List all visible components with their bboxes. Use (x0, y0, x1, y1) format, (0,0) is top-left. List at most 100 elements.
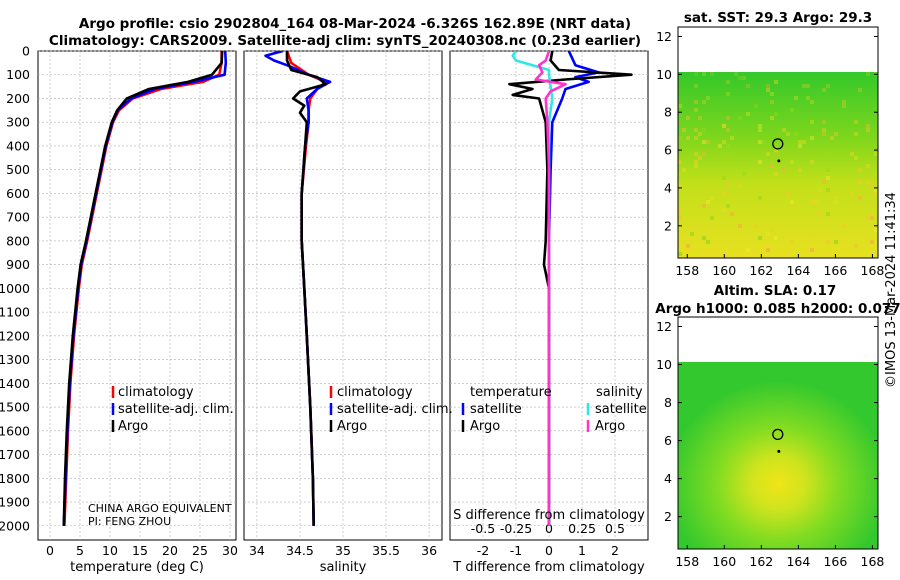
map-y-tick-label: 6 (664, 433, 672, 448)
sla-map-title-line2: Argo h1000: 0.085 h2000: 0.077 (655, 301, 900, 317)
sst-cell (834, 196, 838, 200)
series-line (62, 51, 224, 526)
sst-cell (770, 100, 774, 104)
sst-cell (678, 160, 682, 164)
sst-cell (694, 152, 698, 156)
sst-cell (694, 100, 698, 104)
sla-heatmap (678, 362, 878, 549)
map-x-tick-label: 162 (749, 554, 773, 569)
sst-cell (870, 240, 874, 244)
secondary-x-tick-label: -0.5 (471, 521, 495, 536)
x-tick-label: 0 (545, 543, 553, 558)
sst-cell (874, 192, 878, 196)
x-tick-label: 30 (222, 543, 238, 558)
x-axes: 0 5 10 15 20 25 30 34 34.5 35 35.5 36 -2 -1 0 1 2 -0.5 -0.… (46, 521, 625, 558)
sst-cell (822, 132, 826, 136)
sst-cell (694, 128, 698, 132)
temperature-panel (37, 50, 237, 541)
sst-cell (782, 128, 786, 132)
map-y-tick-label: 10 (656, 357, 672, 372)
sst-cell (710, 216, 714, 220)
legend-s-argo: Argo (595, 419, 625, 434)
sst-cell (790, 200, 794, 204)
sst-cell (702, 140, 706, 144)
sst-cell (834, 132, 838, 136)
sst-cell (786, 192, 790, 196)
sst-map-title: sat. SST: 29.3 Argo: 29.3 (684, 10, 872, 26)
sst-cell (870, 236, 874, 240)
difference-legend: temperature satellite Argo salinity sate… (461, 385, 647, 434)
legend-climatology: climatology (118, 385, 194, 400)
sst-cell (822, 180, 826, 184)
sst-cell (770, 92, 774, 96)
x-tick-label: 0 (46, 543, 54, 558)
depth-tick-label: 1900 (0, 495, 30, 510)
depth-tick-label: 300 (6, 115, 30, 130)
sst-cell (822, 88, 826, 92)
sst-cell (678, 252, 682, 256)
map-y-tick-label: 12 (656, 29, 672, 44)
sst-cell (834, 200, 838, 204)
sst-cell (858, 196, 862, 200)
depth-tick-label: 100 (6, 67, 30, 82)
x-tick-label: 5 (76, 543, 84, 558)
credit-line1: CHINA ARGO EQUIVALENT (88, 502, 232, 515)
sst-cell (810, 160, 814, 164)
sst-cell (702, 204, 706, 208)
sst-cell (698, 156, 702, 160)
sst-cell (810, 120, 814, 124)
sst-cell (810, 200, 814, 204)
sst-cell (866, 124, 870, 128)
legend-temperature-heading: temperature (470, 385, 552, 400)
sst-cell (694, 164, 698, 168)
sst-cell (774, 236, 778, 240)
depth-tick-label: 200 (6, 91, 30, 106)
sst-cell (806, 84, 810, 88)
sst-cell (774, 172, 778, 176)
sst-cell (826, 152, 830, 156)
sst-cell (770, 164, 774, 168)
x-tick-label: 10 (102, 543, 118, 558)
sst-cell (850, 152, 854, 156)
sst-cell (754, 104, 758, 108)
sst-cell (766, 84, 770, 88)
sst-cell (678, 136, 682, 140)
sst-cell (830, 136, 834, 140)
sst-cell (722, 192, 726, 196)
sst-cell (870, 184, 874, 188)
sst-cell (858, 88, 862, 92)
sst-cell (826, 168, 830, 172)
sst-cell (678, 216, 682, 220)
map-y-tick-label: 8 (664, 105, 672, 120)
sst-cell (826, 212, 830, 216)
depth-tick-label: 400 (6, 138, 30, 153)
sst-cell (722, 124, 726, 128)
sst-cell (818, 212, 822, 216)
map-y-tick-label: 10 (656, 67, 672, 82)
map-x-tick-label: 160 (712, 263, 736, 278)
sst-cell (710, 72, 714, 76)
depth-tick-label: 1400 (0, 376, 30, 391)
figure-title-line1: Argo profile: csio 2902804_164 08-Mar-20… (79, 16, 631, 32)
sst-cell (694, 160, 698, 164)
depth-tick-label: 500 (6, 162, 30, 177)
sst-cell (866, 128, 870, 132)
sst-cell (762, 140, 766, 144)
sst-cell (842, 104, 846, 108)
depth-tick-label: 800 (6, 233, 30, 248)
sst-cell (710, 196, 714, 200)
sst-cell (874, 188, 878, 192)
sst-cell (766, 248, 770, 252)
sst-cell (766, 152, 770, 156)
sst-heatmap-texture (678, 72, 878, 256)
sst-cell (870, 216, 874, 220)
sst-cell (818, 188, 822, 192)
depth-tick-label: 1200 (0, 328, 30, 343)
secondary-x-tick-label: 0.25 (568, 521, 596, 536)
sst-cell (738, 116, 742, 120)
sst-cell (686, 136, 690, 140)
legend-salinity-heading: salinity (596, 385, 643, 400)
sst-cell (694, 136, 698, 140)
sst-cell (822, 120, 826, 124)
